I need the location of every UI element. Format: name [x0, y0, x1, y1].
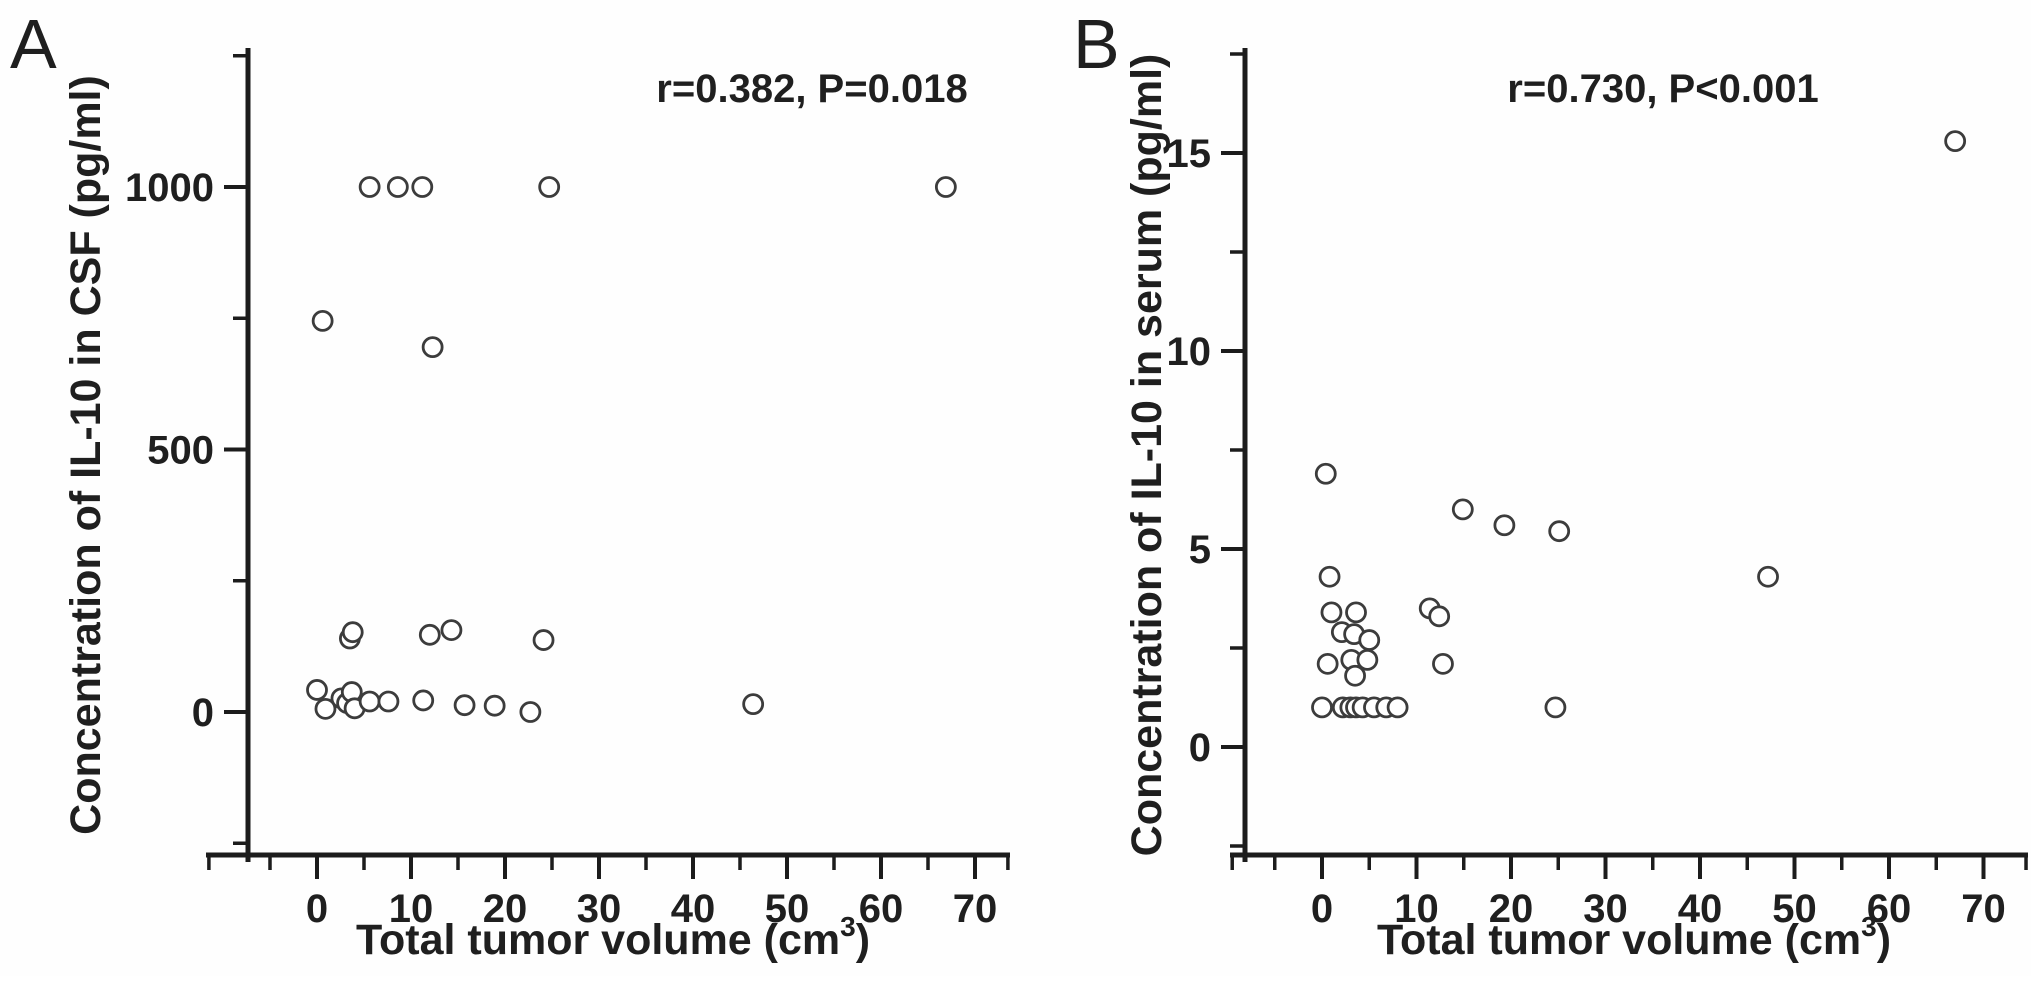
x-tick-label: 70	[953, 887, 998, 931]
scatter-point	[411, 176, 434, 198]
scatter-point	[418, 623, 441, 646]
scatter-point	[532, 629, 555, 651]
scatter-point	[1548, 520, 1571, 543]
x-tick-label: 50	[765, 887, 810, 931]
panel-letter: B	[1073, 5, 1120, 83]
scatter-point	[412, 689, 435, 712]
correlation-annotation: r=0.382, P=0.018	[656, 67, 967, 111]
x-axis-title: Total tumor volume (cm3)	[1377, 911, 1891, 964]
scatter-point	[341, 621, 364, 644]
scatter-point	[311, 309, 334, 332]
panel-b-svg: 0 10 20 30 40 50 60 70 0 5 10 15 r=0.730, P<0.001 BCo…	[1073, 5, 2028, 964]
y-tick-label: 1000	[125, 166, 214, 210]
panel-a-svg: 0 10 20 30 40 50 60 70 0 500 1000 r=0.382, P=0.018 A…	[10, 5, 1010, 964]
x-tick-label: 60	[1867, 887, 1912, 931]
scatter-point	[483, 694, 506, 717]
scatter-point	[538, 176, 561, 198]
x-tick-label: 40	[1678, 887, 1723, 931]
x-tick-label: 70	[1961, 887, 2006, 931]
panel-b-scatter-plot: 0 10 20 30 40 50 60 70 0 5 10 15 r=0.730, P<0.001 B Co…	[1015, 0, 2031, 976]
x-tick-label: 30	[577, 887, 622, 931]
y-tick-label: 0	[192, 691, 214, 735]
scatter-point	[440, 619, 463, 641]
scatter-point	[1451, 498, 1474, 521]
scatter-point	[1428, 605, 1451, 628]
x-tick-label: 0	[306, 887, 328, 931]
scatter-point	[1944, 130, 1967, 153]
x-tick-label: 20	[1489, 887, 1534, 931]
scatter-point	[1358, 629, 1381, 651]
scatter-point	[1356, 648, 1379, 671]
y-tick-label: 5	[1189, 528, 1211, 572]
y-axis-title: Concentration of IL-10 in serum (pg/ml)	[1123, 54, 1171, 857]
scatter-point	[1345, 601, 1367, 624]
scatter-point	[1386, 696, 1409, 719]
scatter-point	[742, 693, 765, 716]
panel-a-scatter-plot: 0 10 20 30 40 50 60 70 0 500 1000 r=0.382, P=0.018 A…	[0, 0, 1015, 976]
scatter-point	[386, 176, 409, 198]
scatter-point	[1320, 601, 1343, 624]
scatter-point	[306, 679, 328, 701]
x-tick-label: 50	[1772, 887, 1817, 931]
correlation-annotation: r=0.730, P<0.001	[1507, 67, 1818, 111]
scatter-point	[421, 336, 444, 359]
scatter-point	[1344, 664, 1366, 687]
x-tick-label: 40	[671, 887, 716, 931]
panel-letter: A	[10, 5, 57, 83]
x-axis-title: Total tumor volume (cm3)	[356, 911, 870, 964]
scatter-point	[358, 690, 381, 713]
y-axis-title: Concentration of IL-10 in CSF (pg/ml)	[62, 75, 110, 835]
y-tick-label: 15	[1167, 132, 1212, 176]
scatter-point	[1318, 565, 1341, 588]
scatter-point	[1493, 514, 1516, 537]
y-tick-label: 0	[1189, 726, 1211, 770]
scatter-point	[453, 694, 476, 717]
x-tick-label: 60	[859, 887, 904, 931]
y-tick-label: 500	[147, 429, 214, 473]
scatter-point	[1311, 696, 1333, 719]
scatter-point	[358, 176, 381, 198]
x-tick-label: 0	[1311, 887, 1333, 931]
scatter-point	[1314, 462, 1337, 485]
scatter-point	[1757, 565, 1779, 588]
x-tick-label: 20	[483, 887, 528, 931]
x-tick-label: 30	[1583, 887, 1628, 931]
scatter-point	[377, 690, 400, 713]
scatter-point	[1544, 696, 1567, 719]
scatter-point	[314, 697, 337, 720]
scatter-point	[934, 176, 957, 198]
y-tick-label: 10	[1167, 330, 1212, 374]
x-tick-label: 10	[389, 887, 434, 931]
scatter-point	[519, 701, 542, 723]
x-tick-label: 10	[1394, 887, 1439, 931]
scatter-point	[1432, 652, 1454, 675]
scatter-point	[1316, 652, 1339, 675]
